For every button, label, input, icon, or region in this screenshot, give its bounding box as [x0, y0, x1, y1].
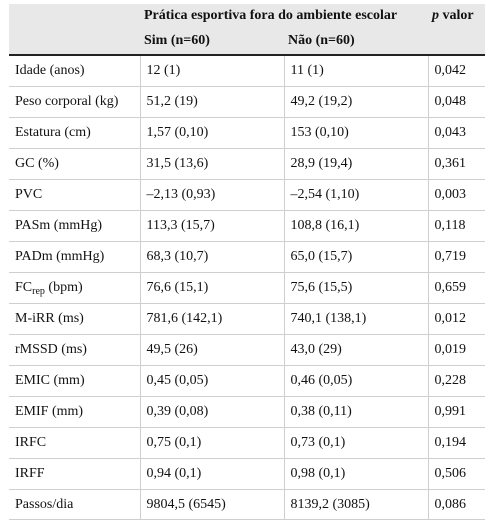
cell-sim: 31,5 (13,6) [140, 148, 285, 180]
row-label: EMIC (mm) [9, 365, 141, 397]
row-label: PVC [9, 179, 141, 211]
cell-sim: 12 (1) [140, 55, 285, 87]
cell-pvalue: 0,194 [428, 427, 486, 459]
col-header-nao: Não (n=60) [284, 28, 429, 56]
table-body: Idade (anos) 12 (1) 11 (1) 0,042 Peso corpor… [9, 55, 486, 520]
table-row: PASm (mmHg) 113,3 (15,7) 108,8 (16,1) 0,118 [9, 210, 486, 242]
table-row: FCrep (bpm) 76,6 (15,1) 75,6 (15,5) 0,659 [9, 272, 486, 304]
cell-pvalue: 0,991 [428, 396, 486, 428]
row-label: Idade (anos) [9, 55, 141, 87]
cell-pvalue: 0,043 [428, 117, 486, 149]
cell-sim: 76,6 (15,1) [140, 272, 285, 304]
cell-nao: 11 (1) [284, 55, 429, 87]
row-label-subscript: rep [32, 285, 45, 297]
cell-sim: 0,94 (0,1) [140, 458, 285, 490]
cell-pvalue: 0,012 [428, 303, 486, 335]
header-corner-lower [9, 28, 140, 56]
cell-sim: 1,57 (0,10) [140, 117, 285, 149]
cell-nao: 108,8 (16,1) [284, 210, 429, 242]
cell-pvalue: 0,228 [428, 365, 486, 397]
row-label: IRFF [9, 458, 141, 490]
cell-sim: 113,3 (15,7) [140, 210, 285, 242]
pvalue-word: valor [442, 8, 474, 23]
row-label-main: FC [15, 279, 33, 295]
row-label: PADm (mmHg) [9, 241, 141, 273]
table-header: Prática esportiva fora do ambiente escol… [9, 4, 486, 56]
row-label: Estatura (cm) [9, 117, 141, 149]
header-pvalue-lower [428, 28, 486, 56]
table-row: Idade (anos) 12 (1) 11 (1) 0,042 [9, 55, 486, 87]
cell-nao: –2,54 (1,10) [284, 179, 429, 211]
row-label: Peso corporal (kg) [9, 86, 141, 118]
table-row: PVC –2,13 (0,93) –2,54 (1,10) 0,003 [9, 179, 486, 211]
cell-pvalue: 0,118 [428, 210, 486, 242]
table-row: M-iRR (ms) 781,6 (142,1) 740,1 (138,1) 0,01… [9, 303, 486, 335]
cell-nao: 0,38 (0,11) [284, 396, 429, 428]
cell-pvalue: 0,719 [428, 241, 486, 273]
cell-pvalue: 0,086 [428, 489, 486, 520]
row-label: FCrep (bpm) [9, 272, 141, 304]
pvalue-header: p valor [428, 4, 486, 28]
table-row: GC (%) 31,5 (13,6) 28,9 (19,4) 0,361 [9, 148, 486, 180]
row-label: M-iRR (ms) [9, 303, 141, 335]
row-label: rMSSD (ms) [9, 334, 141, 366]
cell-sim: 0,39 (0,08) [140, 396, 285, 428]
table-row: Passos/dia 9804,5 (6545) 8139,2 (3085) 0,08… [9, 489, 486, 520]
cell-sim: 68,3 (10,7) [140, 241, 285, 273]
cell-sim: –2,13 (0,93) [140, 179, 285, 211]
row-label: PASm (mmHg) [9, 210, 141, 242]
cell-pvalue: 0,659 [428, 272, 486, 304]
cell-nao: 65,0 (15,7) [284, 241, 429, 273]
table-row: rMSSD (ms) 49,5 (26) 43,0 (29) 0,019 [9, 334, 486, 366]
col-header-sim: Sim (n=60) [140, 28, 284, 56]
cell-pvalue: 0,506 [428, 458, 486, 490]
cell-nao: 0,46 (0,05) [284, 365, 429, 397]
table-row: Estatura (cm) 1,57 (0,10) 153 (0,10) 0,043 [9, 117, 486, 149]
cell-nao: 8139,2 (3085) [284, 489, 429, 520]
cell-pvalue: 0,361 [428, 148, 486, 180]
cell-pvalue: 0,048 [428, 86, 486, 118]
group-title: Prática esportiva fora do ambiente escol… [140, 4, 429, 28]
cell-nao: 740,1 (138,1) [284, 303, 429, 335]
table-row: IRFF 0,94 (0,1) 0,98 (0,1) 0,506 [9, 458, 486, 490]
pvalue-symbol: p [432, 8, 440, 23]
cell-pvalue: 0,019 [428, 334, 486, 366]
cell-nao: 28,9 (19,4) [284, 148, 429, 180]
data-table-container: Prática esportiva fora do ambiente escol… [9, 4, 486, 520]
cell-nao: 75,6 (15,5) [284, 272, 429, 304]
table-row: EMIC (mm) 0,45 (0,05) 0,46 (0,05) 0,228 [9, 365, 486, 397]
cell-sim: 781,6 (142,1) [140, 303, 285, 335]
cell-sim: 9804,5 (6545) [140, 489, 285, 520]
row-label: GC (%) [9, 148, 141, 180]
row-label: Passos/dia [9, 489, 141, 520]
row-label: IRFC [9, 427, 141, 459]
cell-nao: 153 (0,10) [284, 117, 429, 149]
row-label: EMIF (mm) [9, 396, 141, 428]
cell-nao: 49,2 (19,2) [284, 86, 429, 118]
cell-pvalue: 0,003 [428, 179, 486, 211]
cell-pvalue: 0,042 [428, 55, 486, 87]
header-corner [9, 4, 140, 28]
cell-sim: 0,75 (0,1) [140, 427, 285, 459]
cell-sim: 0,45 (0,05) [140, 365, 285, 397]
cell-nao: 0,98 (0,1) [284, 458, 429, 490]
cell-sim: 49,5 (26) [140, 334, 285, 366]
table-row: IRFC 0,75 (0,1) 0,73 (0,1) 0,194 [9, 427, 486, 459]
table-row: EMIF (mm) 0,39 (0,08) 0,38 (0,11) 0,991 [9, 396, 486, 428]
data-table: Prática esportiva fora do ambiente escol… [9, 4, 486, 520]
row-label-unit: (bpm) [44, 279, 83, 295]
cell-nao: 0,73 (0,1) [284, 427, 429, 459]
table-row: PADm (mmHg) 68,3 (10,7) 65,0 (15,7) 0,719 [9, 241, 486, 273]
cell-nao: 43,0 (29) [284, 334, 429, 366]
cell-sim: 51,2 (19) [140, 86, 285, 118]
table-row: Peso corporal (kg) 51,2 (19) 49,2 (19,2) 0,… [9, 86, 486, 118]
